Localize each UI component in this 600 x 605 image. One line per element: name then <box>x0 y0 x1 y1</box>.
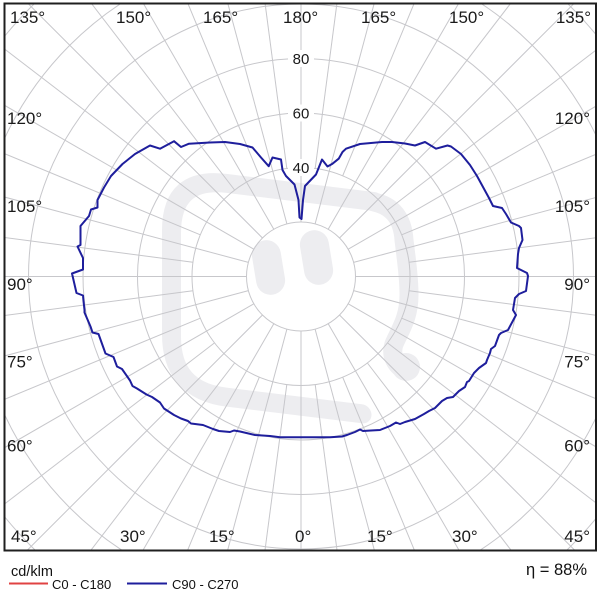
svg-text:30°: 30° <box>120 527 146 546</box>
svg-text:45°: 45° <box>11 527 37 546</box>
svg-text:75°: 75° <box>7 353 33 372</box>
svg-text:15°: 15° <box>367 527 393 546</box>
svg-text:60°: 60° <box>564 437 590 456</box>
svg-text:150°: 150° <box>116 8 151 27</box>
svg-text:0°: 0° <box>295 527 311 546</box>
svg-text:105°: 105° <box>555 197 590 216</box>
svg-text:η = 88%: η = 88% <box>526 561 587 579</box>
svg-text:C90 - C270: C90 - C270 <box>172 577 238 592</box>
svg-text:30°: 30° <box>452 527 478 546</box>
svg-text:C0 - C180: C0 - C180 <box>52 577 111 592</box>
svg-text:90°: 90° <box>564 275 590 294</box>
svg-text:60°: 60° <box>7 437 33 456</box>
svg-text:135°: 135° <box>556 8 591 27</box>
svg-text:80: 80 <box>293 51 310 68</box>
svg-text:90°: 90° <box>7 275 33 294</box>
svg-text:cd/klm: cd/klm <box>11 564 53 580</box>
svg-text:165°: 165° <box>203 8 238 27</box>
svg-text:120°: 120° <box>7 109 42 128</box>
svg-text:45°: 45° <box>564 527 590 546</box>
svg-text:150°: 150° <box>449 8 484 27</box>
svg-text:40: 40 <box>293 160 310 177</box>
svg-text:75°: 75° <box>564 353 590 372</box>
svg-text:105°: 105° <box>7 197 42 216</box>
svg-text:15°: 15° <box>209 527 235 546</box>
svg-text:165°: 165° <box>361 8 396 27</box>
svg-text:120°: 120° <box>555 109 590 128</box>
svg-text:135°: 135° <box>10 8 45 27</box>
svg-text:60: 60 <box>293 105 310 122</box>
svg-text:180°: 180° <box>283 8 318 27</box>
